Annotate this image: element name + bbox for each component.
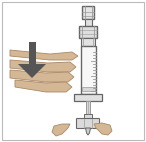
Bar bbox=[81, 38, 95, 46]
Bar bbox=[82, 6, 94, 19]
Polygon shape bbox=[10, 50, 78, 60]
Bar bbox=[84, 114, 92, 120]
Polygon shape bbox=[10, 70, 74, 82]
Bar bbox=[81, 87, 94, 91]
Bar bbox=[80, 46, 95, 94]
Polygon shape bbox=[94, 123, 112, 135]
Bar bbox=[79, 26, 97, 38]
Bar bbox=[74, 94, 102, 101]
Bar bbox=[86, 101, 90, 114]
Bar bbox=[85, 19, 92, 26]
FancyBboxPatch shape bbox=[77, 119, 100, 129]
Polygon shape bbox=[15, 80, 72, 92]
Polygon shape bbox=[52, 124, 70, 136]
Polygon shape bbox=[10, 60, 76, 72]
Polygon shape bbox=[18, 64, 46, 78]
Polygon shape bbox=[86, 128, 91, 135]
Bar bbox=[28, 42, 35, 64]
